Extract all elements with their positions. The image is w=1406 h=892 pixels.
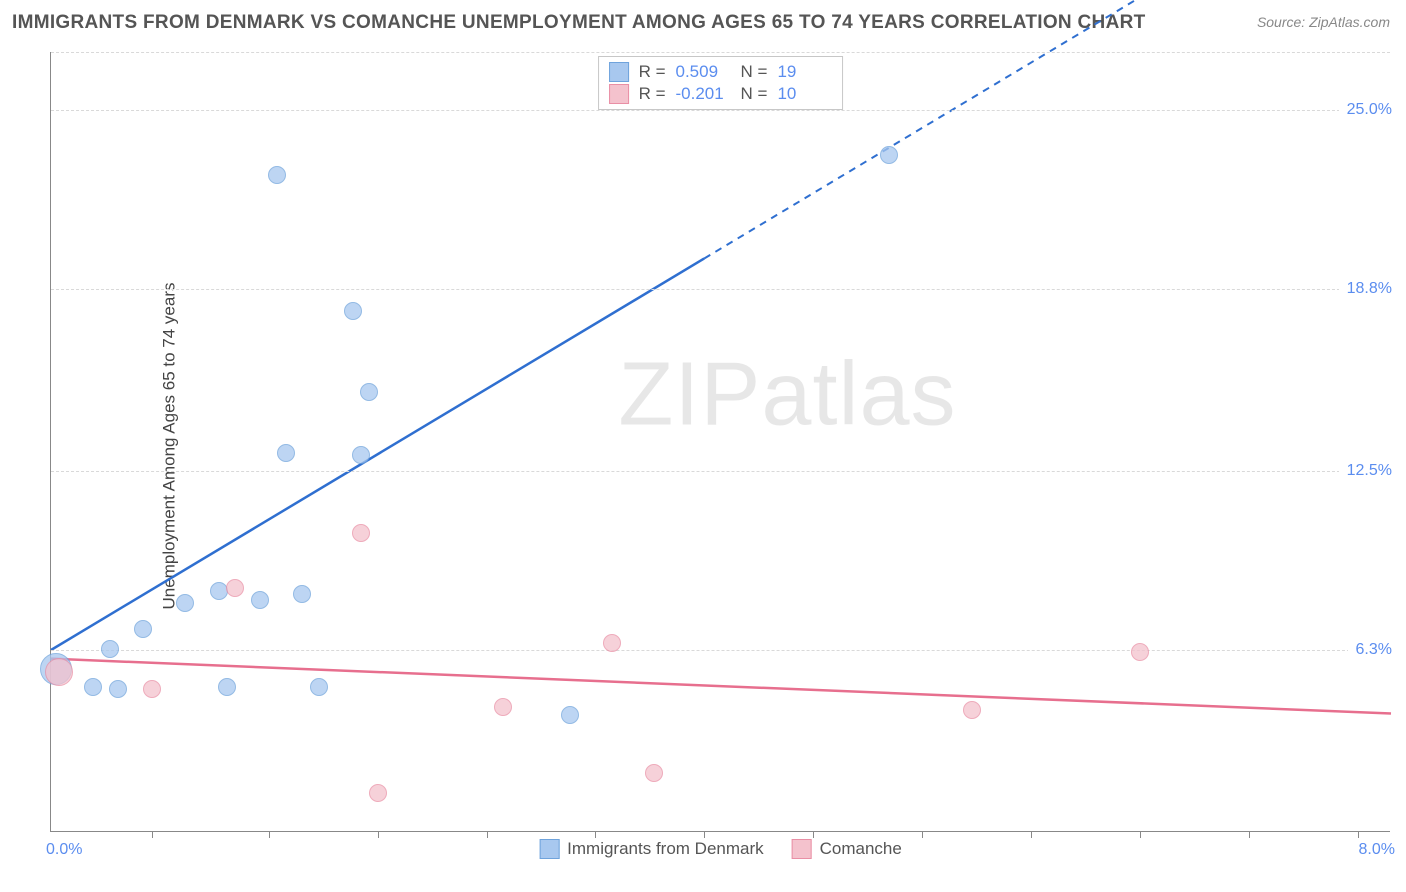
legend-item: Immigrants from Denmark [539, 839, 763, 859]
legend-r-label: R = [639, 84, 666, 104]
correlation-legend: R = 0.509 N = 19 R = -0.201 N = 10 [598, 56, 844, 110]
legend-n-value: 10 [777, 84, 832, 104]
legend-series-name: Comanche [820, 839, 902, 859]
legend-swatch [792, 839, 812, 859]
data-point [251, 591, 269, 609]
x-tick [1031, 831, 1032, 838]
legend-swatch [609, 62, 629, 82]
data-point [310, 678, 328, 696]
legend-n-value: 19 [777, 62, 832, 82]
data-point [369, 784, 387, 802]
y-tick-label: 12.5% [1339, 462, 1392, 480]
data-point [880, 146, 898, 164]
data-point [210, 582, 228, 600]
data-point [109, 680, 127, 698]
data-point [603, 634, 621, 652]
data-point [101, 640, 119, 658]
x-tick [378, 831, 379, 838]
y-tick-label: 6.3% [1348, 641, 1392, 659]
y-tick-label: 18.8% [1339, 280, 1392, 298]
legend-r-label: R = [639, 62, 666, 82]
legend-series-name: Immigrants from Denmark [567, 839, 763, 859]
x-tick [1140, 831, 1141, 838]
legend-r-value: -0.201 [676, 84, 731, 104]
data-point [645, 764, 663, 782]
data-point [360, 383, 378, 401]
x-tick [487, 831, 488, 838]
data-point [494, 698, 512, 716]
source-label: Source: ZipAtlas.com [1257, 14, 1390, 30]
legend-r-value: 0.509 [676, 62, 731, 82]
data-point [277, 444, 295, 462]
data-point [226, 579, 244, 597]
data-point [84, 678, 102, 696]
data-point [268, 166, 286, 184]
legend-n-label: N = [741, 62, 768, 82]
gridline [51, 289, 1390, 290]
data-point [963, 701, 981, 719]
data-point [561, 706, 579, 724]
data-point [293, 585, 311, 603]
gridline [51, 650, 1390, 651]
plot-area: ZIPatlas R =0.509N =19R =-0.201N =10 Imm… [50, 52, 1390, 832]
x-tick [269, 831, 270, 838]
gridline [51, 52, 1390, 53]
x-tick [152, 831, 153, 838]
data-point [218, 678, 236, 696]
chart-title: IMMIGRANTS FROM DENMARK VS COMANCHE UNEM… [12, 12, 1146, 34]
x-tick [704, 831, 705, 838]
x-tick [813, 831, 814, 838]
data-point [352, 446, 370, 464]
legend-swatch [609, 84, 629, 104]
data-point [1131, 643, 1149, 661]
y-tick-label: 25.0% [1339, 101, 1392, 119]
legend-swatch [539, 839, 559, 859]
series-legend: Immigrants from Denmark Comanche [539, 839, 902, 859]
chart-container: IMMIGRANTS FROM DENMARK VS COMANCHE UNEM… [0, 0, 1406, 892]
x-tick [1249, 831, 1250, 838]
legend-row: R = -0.201 N = 10 [609, 83, 833, 105]
data-point [344, 302, 362, 320]
x-tick [595, 831, 596, 838]
x-tick [922, 831, 923, 838]
x-tick [1358, 831, 1359, 838]
x-axis-min-label: 0.0% [46, 841, 82, 859]
x-axis-max-label: 8.0% [1359, 841, 1395, 859]
data-point [143, 680, 161, 698]
legend-item: Comanche [792, 839, 902, 859]
data-point [134, 620, 152, 638]
legend-row: R = 0.509 N = 19 [609, 61, 833, 83]
data-point [352, 524, 370, 542]
regression-lines [51, 52, 1390, 831]
legend-n-label: N = [741, 84, 768, 104]
data-point [176, 594, 194, 612]
gridline [51, 471, 1390, 472]
data-point [45, 658, 73, 686]
gridline [51, 110, 1390, 111]
